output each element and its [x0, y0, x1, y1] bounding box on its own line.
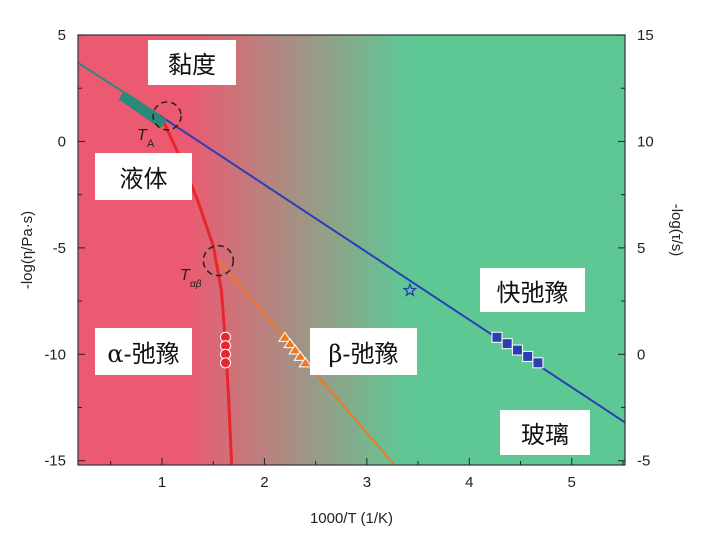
label-viscosity: 黏度	[148, 40, 236, 85]
y-left-tick-label: 0	[58, 133, 66, 150]
ta-circle	[152, 101, 182, 131]
y-left-axis-label: -log(η/Pa·s)	[19, 211, 36, 289]
fast-data-marker	[511, 344, 523, 356]
label-fast-relaxation: 快弛豫	[480, 268, 585, 312]
beta-data-marker	[298, 356, 313, 368]
tab-sub: αβ	[190, 279, 202, 290]
plot-background	[78, 35, 625, 465]
x-tick-label: 1	[158, 474, 166, 491]
y-left-tick-label: 5	[58, 27, 66, 44]
label-liquid: 液体	[95, 153, 192, 200]
y-right-tick-label: 15	[637, 27, 654, 44]
y-left-tick-label: -10	[44, 346, 66, 363]
y-right-axis-label: -log(τ/s)	[668, 204, 685, 257]
label-beta-relaxation: β-弛豫	[310, 328, 417, 375]
beta-data-marker	[293, 350, 308, 361]
y-left-tick-label: -5	[53, 240, 66, 257]
x-tick-label: 5	[568, 474, 576, 491]
fast-data-marker	[532, 357, 544, 369]
tab-circle	[202, 244, 235, 277]
fast-data-marker	[491, 331, 503, 343]
fast-relaxation-line	[156, 112, 626, 424]
label-alpha-relaxation: α-弛豫	[95, 328, 192, 375]
fast-data-marker	[501, 338, 513, 350]
ta-sub: A	[147, 138, 155, 150]
x-axis-label: 1000/T (1/K)	[310, 510, 393, 527]
fast-data-marker	[522, 350, 534, 362]
beta-data-marker	[288, 344, 303, 355]
y-right-tick-label: 0	[637, 346, 645, 363]
beta-data-marker	[277, 331, 292, 342]
y-right-tick-label: -5	[637, 453, 650, 470]
x-tick-label: 3	[363, 474, 371, 491]
x-tick-label: 2	[260, 474, 268, 491]
ta-label: T	[137, 127, 148, 144]
label-glass: 玻璃	[500, 410, 590, 455]
fast-star-marker	[402, 282, 418, 297]
beta-data-marker	[283, 337, 297, 349]
x-tick-label: 4	[465, 474, 473, 491]
y-right-tick-label: 10	[637, 133, 654, 150]
tab-label: T	[180, 267, 191, 284]
alpha-data-marker	[220, 357, 232, 369]
plot-frame	[77, 34, 626, 466]
y-left-tick-label: -15	[44, 453, 66, 470]
y-right-tick-label: 5	[637, 240, 645, 257]
